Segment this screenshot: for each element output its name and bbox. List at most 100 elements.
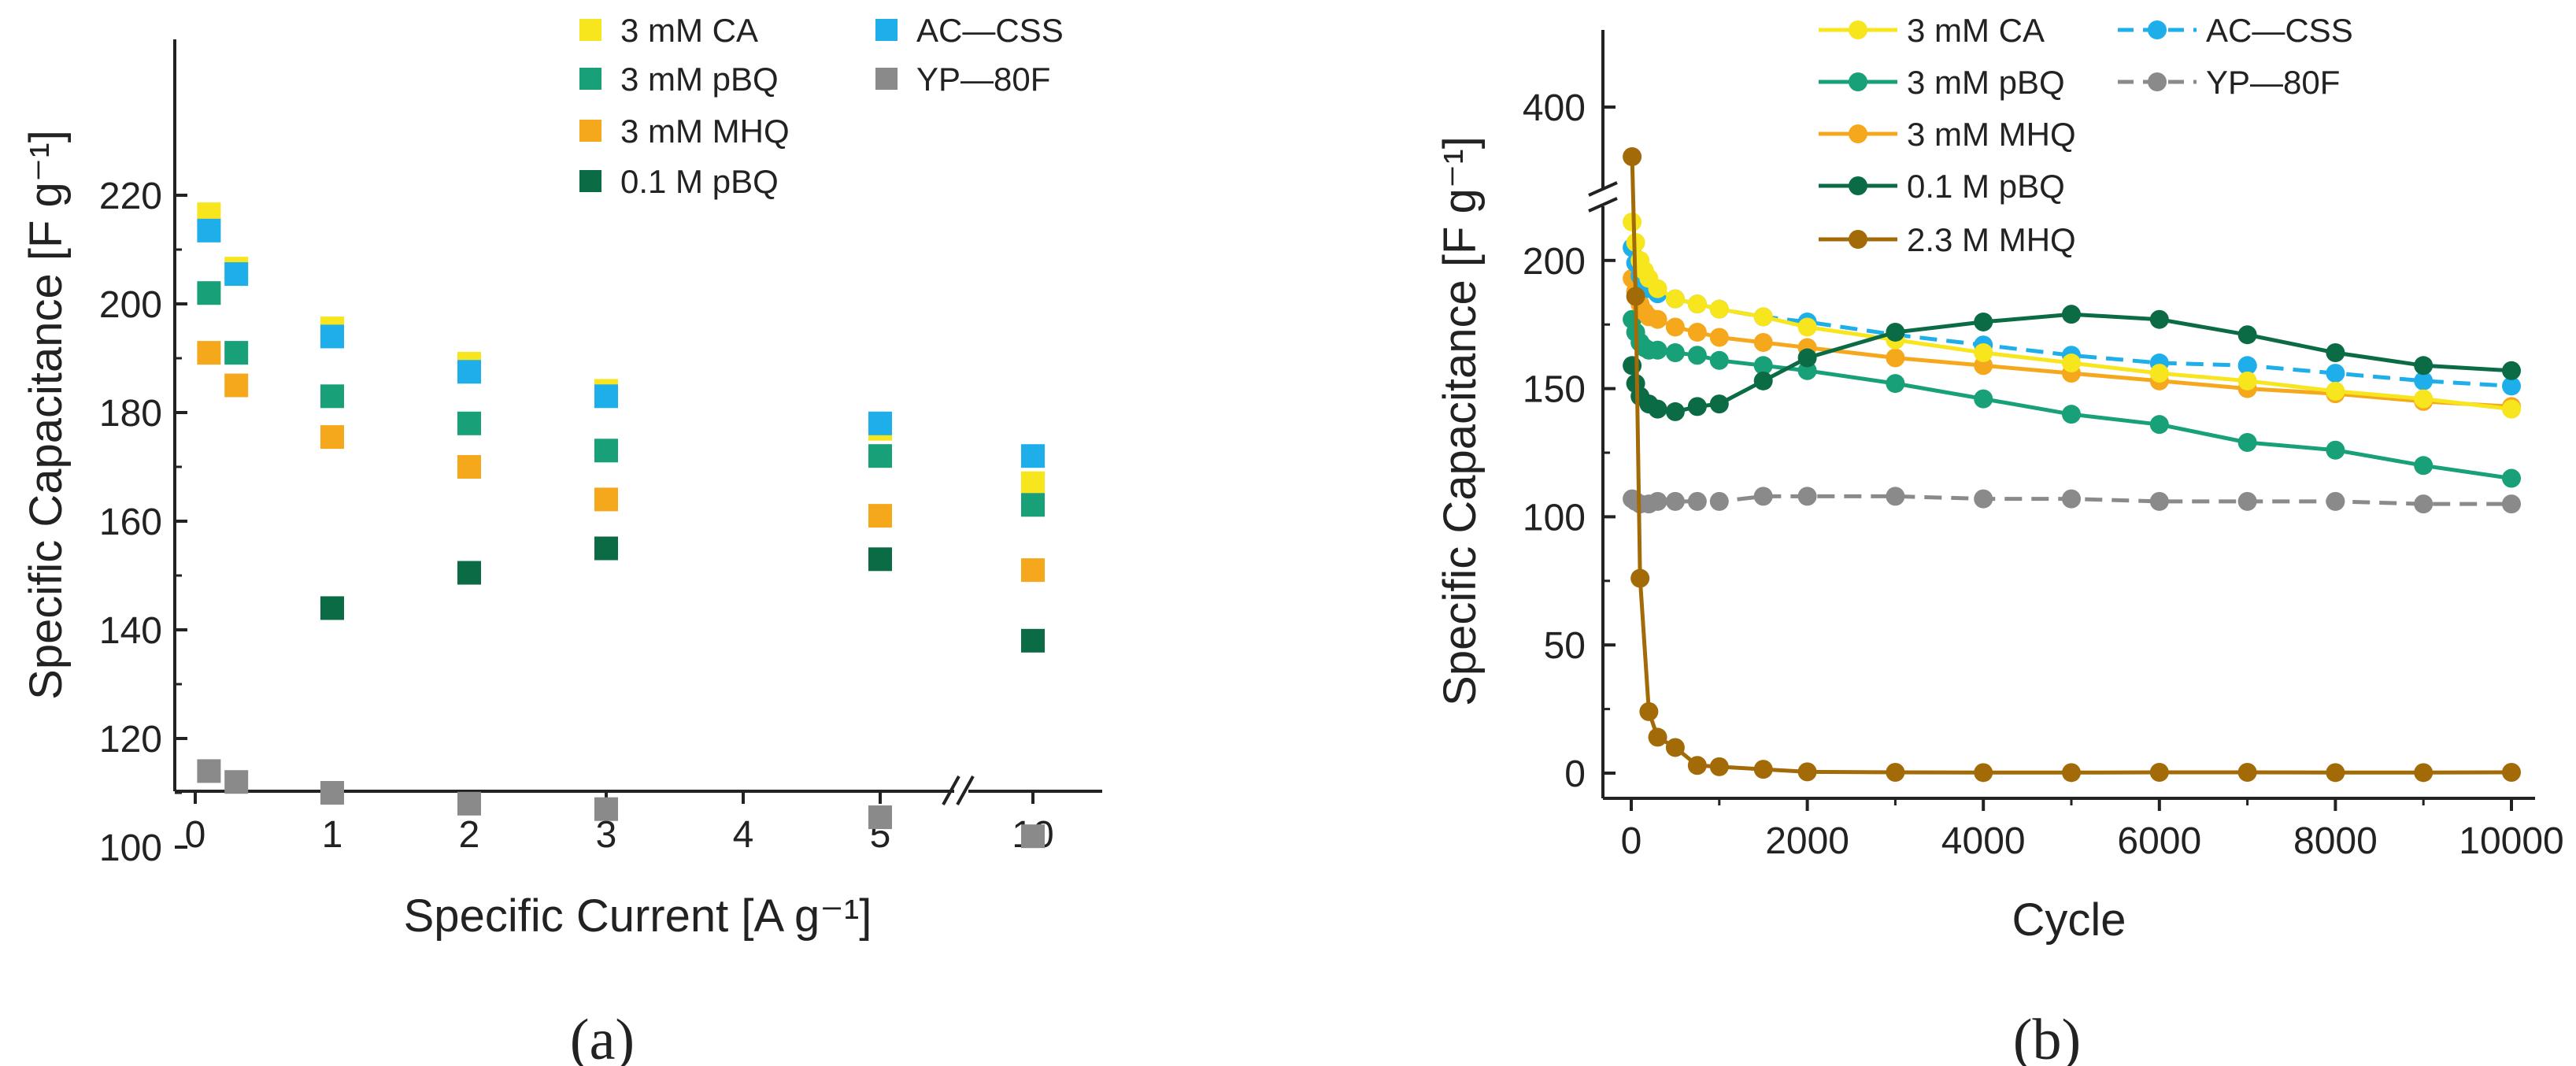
data-point-3-mm-pbq (594, 439, 618, 463)
panel-label-b: (b) (2013, 1008, 2081, 1066)
y-tick-label: 200 (1523, 241, 1586, 283)
data-point-3-mm-mhq (868, 504, 892, 528)
data-point-yp-80f (1021, 824, 1045, 849)
series-ac-css (197, 218, 1045, 468)
data-point-3-mm-ca (1797, 317, 1817, 337)
data-point-0-1-m-pbq (1753, 371, 1773, 390)
data-point-3-mm-mhq (1687, 322, 1707, 342)
y-tick-label: 120 (99, 719, 162, 761)
data-point-2-3-m-mhq (1630, 568, 1650, 588)
data-point-0-1-m-pbq (1021, 628, 1045, 653)
legend-marker-ac-css (875, 19, 898, 41)
data-point-0-1-m-pbq (1886, 322, 1905, 342)
data-point-3-mm-ca (2414, 389, 2434, 409)
data-point-3-mm-pbq (2414, 456, 2434, 476)
data-point-0-1-m-pbq (2326, 343, 2345, 363)
legend-label-3-mm-ca: 3 mM CA (1907, 12, 2045, 49)
legend-label-0-1-m-pbq: 0.1 M pBQ (1907, 168, 2065, 205)
x-tick-label: 3 (596, 814, 617, 856)
data-point-3-mm-ca (1974, 343, 1993, 363)
data-point-yp-80f (2326, 491, 2345, 511)
data-point-yp-80f (197, 759, 221, 783)
data-point-3-mm-ca (1709, 299, 1729, 319)
data-point-2-3-m-mhq (1623, 147, 1642, 166)
legend-marker-yp-80f (2148, 72, 2167, 91)
data-point-3-mm-ca (1753, 307, 1773, 327)
data-point-3-mm-mhq (320, 425, 344, 450)
data-point-2-3-m-mhq (1797, 762, 1817, 782)
data-point-3-mm-mhq (224, 373, 249, 398)
data-point-2-3-m-mhq (2326, 763, 2345, 783)
data-point-0-1-m-pbq (1687, 397, 1707, 416)
data-point-3-mm-mhq (1021, 558, 1045, 583)
y-tick-label: 50 (1544, 625, 1586, 667)
legend-marker-3-mm-mhq (579, 120, 601, 142)
x-tick-label: 4 (733, 814, 754, 856)
data-point-yp-80f (2149, 491, 2169, 511)
data-point-ac-css (197, 218, 221, 242)
data-point-yp-80f (2414, 494, 2434, 514)
data-point-3-mm-pbq (197, 281, 221, 305)
legend-label-yp-80f: YP—80F (916, 61, 1050, 98)
data-point-3-mm-mhq (1709, 328, 1729, 347)
data-point-0-1-m-pbq (457, 561, 481, 585)
data-point-yp-80f (2237, 491, 2257, 511)
data-point-0-1-m-pbq (1665, 402, 1685, 421)
data-point-yp-80f (1753, 487, 1773, 506)
data-point-0-1-m-pbq (1974, 312, 1993, 331)
data-point-yp-80f (457, 791, 481, 816)
data-point-yp-80f (1709, 491, 1729, 511)
x-tick-label: 6000 (2117, 820, 2201, 862)
data-point-yp-80f (1974, 489, 1993, 509)
legend-marker-3-mm-pbq (1849, 72, 1867, 91)
series-2-3-m-mhq (1623, 147, 2521, 783)
data-point-0-1-m-pbq (2149, 309, 2169, 329)
data-point-yp-80f (1797, 487, 1817, 506)
series-3-mm-ca (197, 202, 1045, 495)
x-tick-label: 0 (185, 814, 206, 856)
legend-marker-3-mm-mhq (1849, 124, 1867, 143)
legend-label-3-mm-pbq: 3 mM pBQ (1907, 64, 2065, 101)
series-line-2-3-m-mhq (1630, 156, 2512, 775)
data-point-yp-80f (224, 770, 249, 794)
data-point-3-mm-pbq (1665, 343, 1685, 363)
x-axis-title: Specific Current [A g⁻¹] (404, 890, 872, 942)
data-point-0-1-m-pbq (1797, 348, 1817, 368)
x-tick-label: 8000 (2293, 820, 2378, 862)
data-point-2-3-m-mhq (2414, 763, 2434, 783)
data-point-2-3-m-mhq (1648, 727, 1667, 747)
x-tick-label: 1 (322, 814, 343, 856)
data-point-3-mm-ca (2149, 364, 2169, 383)
y-axis-title: Specific Capacitance [F g⁻¹] (20, 130, 72, 700)
data-point-3-mm-pbq (1974, 389, 1993, 409)
data-point-ac-css (2237, 356, 2257, 376)
data-point-3-mm-mhq (594, 487, 618, 512)
panel-a-chart: 10012014016018020022001234510Specific Cu… (20, 12, 1102, 1066)
data-point-3-mm-mhq (1886, 348, 1905, 368)
data-point-0-1-m-pbq (1709, 394, 1729, 414)
data-point-0-1-m-pbq (2062, 305, 2081, 324)
y-tick-label: 160 (99, 502, 162, 543)
y-tick-label: 100 (99, 827, 162, 869)
y-tick-label: 400 (1523, 87, 1586, 129)
y-tick-label: 180 (99, 393, 162, 435)
axis-break-mark (942, 775, 960, 805)
data-point-3-mm-ca (2237, 371, 2257, 390)
legend-label-ac-css: AC—CSS (916, 12, 1064, 49)
x-tick-label: 2 (459, 814, 480, 856)
data-point-0-1-m-pbq (868, 547, 892, 572)
data-point-3-mm-pbq (868, 444, 892, 468)
data-point-yp-80f (1687, 491, 1707, 511)
data-point-3-mm-pbq (457, 411, 481, 435)
legend-label-3-mm-pbq: 3 mM pBQ (620, 61, 779, 98)
data-point-3-mm-mhq (1648, 309, 1667, 329)
x-tick-label: 10000 (2459, 820, 2563, 862)
data-point-2-3-m-mhq (1687, 756, 1707, 775)
x-axis-title: Cycle (2012, 894, 2126, 946)
data-point-ac-css (2326, 364, 2345, 383)
data-point-yp-80f (2502, 494, 2521, 514)
data-point-yp-80f (1648, 491, 1667, 511)
series-3-mm-pbq (1623, 309, 2521, 488)
legend-label-3-mm-ca: 3 mM CA (620, 12, 758, 49)
legend-label-3-mm-mhq: 3 mM MHQ (1907, 116, 2076, 153)
